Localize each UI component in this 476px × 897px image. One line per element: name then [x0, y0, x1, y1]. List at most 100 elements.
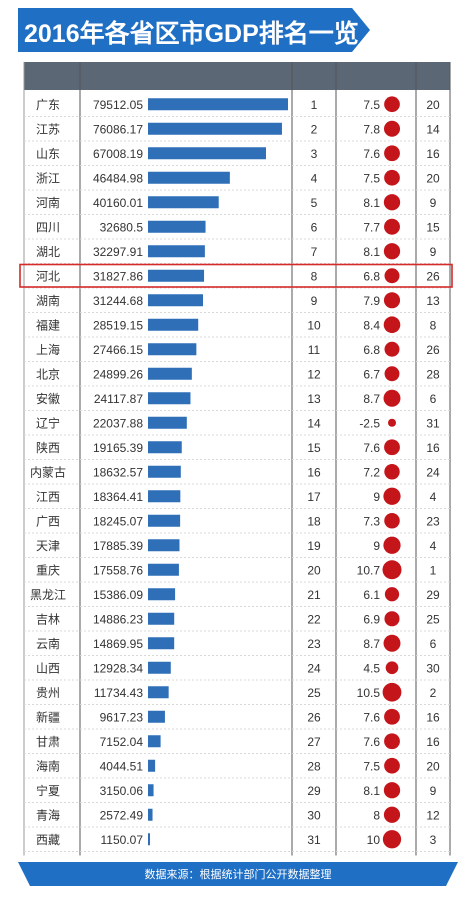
growth-dot — [384, 611, 400, 627]
growth-dot — [383, 316, 401, 334]
growth-value: 7.2 — [363, 465, 380, 479]
region-label: 山西 — [36, 661, 60, 675]
growth-rank-value: 16 — [426, 441, 440, 455]
growth-value: 7.5 — [363, 759, 380, 773]
gdp-rank-value: 30 — [307, 808, 321, 822]
gdp-rank-value: 3 — [311, 147, 318, 161]
growth-dot — [384, 464, 400, 480]
gdp-bar — [148, 808, 153, 821]
region-label: 青海 — [36, 807, 60, 822]
growth-value: 8.7 — [363, 637, 380, 651]
growth-dot — [384, 512, 400, 529]
growth-value: 7.6 — [363, 441, 380, 455]
gdp-rank-value: 23 — [307, 637, 321, 651]
gdp-bar — [148, 759, 156, 772]
region-label: 北京 — [36, 367, 60, 381]
gdp-bar — [148, 416, 187, 429]
gdp-rank-value: 26 — [307, 710, 321, 724]
gdp-value: 7152.04 — [100, 735, 144, 749]
growth-value: 6.8 — [363, 343, 380, 357]
gdp-rank-value: 24 — [307, 661, 321, 675]
region-label: 江西 — [36, 490, 60, 504]
gdp-value: 19165.39 — [93, 441, 143, 455]
gdp-bar — [148, 269, 205, 282]
title-banner-shape — [18, 8, 370, 52]
growth-value: 9 — [373, 539, 380, 553]
region-label: 重庆 — [36, 563, 60, 577]
growth-rank-value: 23 — [426, 514, 440, 528]
gdp-value: 14886.23 — [93, 612, 143, 626]
gdp-bar — [148, 245, 205, 258]
gdp-rank-value: 14 — [307, 416, 321, 430]
growth-value: 7.7 — [363, 220, 380, 234]
gdp-rank-value: 29 — [307, 784, 321, 798]
gdp-value: 17885.39 — [93, 539, 143, 553]
gdp-rank-value: 12 — [307, 367, 321, 381]
growth-dot — [384, 218, 400, 235]
growth-value: -2.5 — [359, 416, 380, 430]
region-label: 广西 — [36, 514, 60, 528]
growth-value: 7.5 — [363, 98, 380, 112]
growth-rank-value: 12 — [426, 808, 440, 822]
gdp-bar — [148, 465, 181, 478]
growth-rank-value: 1 — [430, 563, 437, 577]
growth-rank-value: 16 — [426, 710, 440, 724]
region-label: 河南 — [36, 195, 60, 210]
growth-value: 10 — [367, 833, 381, 847]
growth-dot — [382, 682, 402, 702]
gdp-value: 32680.5 — [100, 220, 144, 234]
growth-rank-value: 13 — [426, 294, 440, 308]
gdp-rank-value: 4 — [311, 171, 318, 185]
growth-rank-value: 9 — [430, 245, 437, 259]
growth-rank-value: 28 — [426, 367, 440, 381]
growth-rank-value: 14 — [426, 122, 440, 136]
growth-dot — [383, 634, 401, 652]
gdp-value: 11734.43 — [94, 686, 143, 700]
gdp-rank-value: 28 — [307, 759, 321, 773]
growth-rank-value: 15 — [426, 220, 440, 234]
growth-rank-value: 20 — [426, 171, 440, 185]
gdp-bar — [148, 392, 191, 405]
gdp-value: 18245.07 — [93, 514, 143, 528]
growth-value: 6.8 — [363, 269, 380, 283]
gdp-bar — [148, 98, 288, 111]
region-label: 云南 — [36, 636, 60, 651]
gdp-bar — [148, 220, 206, 233]
gdp-bar — [148, 122, 282, 135]
gdp-rank-value: 2 — [311, 122, 318, 136]
gdp-bar — [148, 563, 179, 576]
region-label: 湖南 — [36, 293, 60, 308]
growth-value: 6.1 — [363, 588, 380, 602]
growth-value: 8.1 — [363, 245, 380, 259]
region-label: 福建 — [36, 317, 60, 332]
gdp-rank-value: 17 — [307, 490, 321, 504]
region-label: 内蒙古 — [30, 464, 66, 479]
region-label: 湖北 — [36, 244, 60, 259]
region-label: 四川 — [36, 220, 60, 234]
growth-value: 7.6 — [363, 147, 380, 161]
growth-dot — [384, 757, 400, 774]
growth-rank-value: 6 — [430, 637, 437, 651]
growth-rank-value: 6 — [430, 392, 437, 406]
region-label: 浙江 — [36, 171, 60, 185]
growth-value: 7.5 — [363, 171, 380, 185]
gdp-bar — [148, 539, 180, 552]
gdp-bar — [148, 612, 175, 625]
growth-rank-value: 30 — [426, 661, 440, 675]
growth-value: 6.9 — [363, 612, 380, 626]
growth-value: 6.7 — [363, 367, 380, 381]
gdp-bar — [148, 661, 171, 674]
gdp-bar — [148, 588, 176, 601]
gdp-value: 9617.23 — [100, 710, 144, 724]
gdp-value: 31244.68 — [93, 294, 143, 308]
gdp-rank-value: 18 — [307, 514, 321, 528]
gdp-rank-value: 16 — [307, 465, 321, 479]
region-label: 黑龙江 — [30, 588, 66, 602]
gdp-rank-value: 9 — [311, 294, 318, 308]
region-label: 广东 — [36, 98, 60, 112]
growth-rank-value: 31 — [426, 416, 440, 430]
highlight-box — [19, 263, 453, 288]
gdp-rank-value: 13 — [307, 392, 321, 406]
growth-rank-value: 4 — [430, 490, 437, 504]
growth-rank-value: 25 — [426, 612, 440, 626]
